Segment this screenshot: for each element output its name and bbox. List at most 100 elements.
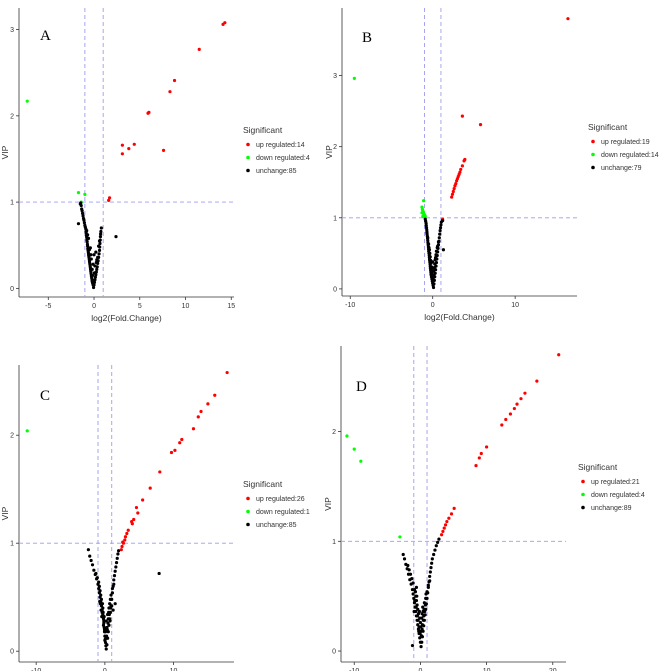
data-point-unchanged — [95, 576, 99, 580]
x-tick-label: -10 — [345, 302, 355, 309]
legend-swatch-down — [591, 152, 595, 157]
data-point-up — [121, 540, 125, 544]
legend-swatch-down — [246, 509, 250, 514]
x-axis-title: log2(Fold.Change) — [91, 313, 162, 323]
x-tick-label: 0 — [103, 668, 107, 671]
data-point-unchanged — [402, 557, 407, 561]
data-point-unchanged — [434, 249, 439, 253]
data-point-unchanged — [97, 248, 102, 253]
legend-label-up: up regulated:19 — [601, 139, 650, 146]
data-point-unchanged — [92, 283, 96, 287]
y-tick-label: 0 — [10, 649, 14, 656]
data-point-unchanged — [432, 273, 436, 277]
data-point-unchanged — [92, 280, 97, 284]
data-point-unchanged — [89, 253, 93, 257]
data-point-unchanged — [441, 248, 446, 252]
volcano-panel-a: 0 1 2 3 -5 0 5 10 15 log2(Fold.Change) VIP A Signifi… — [0, 8, 310, 323]
data-point-up — [196, 415, 200, 419]
data-point-up — [460, 164, 464, 168]
data-point-unchanged — [114, 235, 118, 239]
data-point-up — [127, 147, 131, 151]
data-point-unchanged — [422, 614, 426, 618]
y-tick-label: 1 — [10, 541, 14, 548]
panel-label: D — [356, 379, 367, 395]
data-point-up — [173, 448, 177, 452]
data-point-unchanged — [112, 574, 117, 578]
data-point-unchanged — [104, 647, 108, 651]
data-point-up — [445, 519, 449, 524]
data-point-up — [161, 148, 166, 152]
data-point-unchanged — [421, 618, 425, 622]
data-point-up — [120, 152, 124, 156]
data-point-unchanged — [429, 566, 433, 570]
data-point-unchanged — [439, 223, 443, 227]
data-point-up — [199, 409, 203, 414]
data-point-up — [460, 114, 464, 118]
legend-swatch-up — [591, 139, 595, 144]
data-point-up — [566, 17, 570, 21]
data-point-unchanged — [99, 232, 103, 236]
x-tick-label: -5 — [45, 303, 51, 310]
data-point-unchanged — [428, 574, 432, 579]
data-point-unchanged — [78, 202, 82, 206]
data-point-unchanged — [108, 619, 112, 623]
data-point-unchanged — [98, 589, 102, 593]
data-point-up — [119, 548, 123, 552]
y-tick-label: 1 — [332, 539, 336, 546]
data-point-unchanged — [430, 271, 434, 275]
data-point-up — [450, 192, 455, 196]
data-point-up — [123, 538, 127, 542]
data-point-unchanged — [102, 628, 107, 632]
data-point-unchanged — [82, 218, 86, 222]
data-point-up — [213, 393, 217, 397]
data-point-unchanged — [113, 602, 117, 606]
data-point-unchanged — [436, 240, 441, 244]
data-point-unchanged — [436, 540, 440, 545]
data-point-unchanged — [108, 597, 112, 601]
x-tick-label: 0 — [92, 303, 96, 310]
data-point-unchanged — [92, 271, 97, 275]
data-point-up — [452, 506, 456, 510]
data-point-unchanged — [97, 584, 101, 589]
data-point-unchanged — [87, 247, 92, 252]
legend-title: Significant — [578, 462, 618, 472]
data-point-up — [169, 450, 174, 455]
data-point-up — [443, 523, 448, 527]
legend-label-down: down regulated:14 — [601, 152, 659, 159]
y-tick-label: 0 — [10, 286, 14, 293]
data-point-up — [136, 511, 140, 515]
data-point-unchanged — [106, 621, 110, 625]
data-point-unchanged — [100, 615, 104, 619]
data-point-unchanged — [413, 598, 417, 603]
data-point-down — [25, 429, 29, 433]
data-point-unchanged — [109, 606, 113, 610]
data-point-unchanged — [97, 252, 101, 256]
data-point-up — [180, 437, 184, 442]
data-point-unchanged — [431, 276, 435, 280]
data-point-up — [225, 370, 229, 375]
data-point-unchanged — [428, 579, 432, 583]
data-point-unchanged — [98, 241, 102, 246]
y-tick-label: 2 — [10, 113, 14, 120]
data-point-unchanged — [89, 558, 93, 563]
data-point-unchanged — [411, 581, 415, 585]
data-point-up — [478, 123, 483, 127]
panel-label: B — [362, 30, 372, 46]
data-point-unchanged — [418, 636, 422, 640]
data-point-up — [130, 520, 134, 524]
x-tick-label: 15 — [227, 303, 235, 310]
legend-title: Significant — [243, 125, 283, 135]
y-tick-label: 2 — [10, 433, 14, 440]
data-point-unchanged — [412, 609, 416, 614]
panel-label: A — [40, 28, 51, 44]
data-point-up — [158, 470, 162, 474]
data-point-unchanged — [104, 636, 108, 640]
data-point-up — [450, 195, 454, 199]
data-point-unchanged — [416, 607, 420, 611]
legend: Significant up regulated:19 down regulated… — [588, 122, 659, 172]
data-point-unchanged — [426, 585, 430, 589]
data-point-unchanged — [114, 561, 119, 565]
legend-label-unchanged: unchange:85 — [256, 168, 297, 175]
data-point-unchanged — [96, 255, 100, 259]
data-point-up — [479, 451, 483, 456]
